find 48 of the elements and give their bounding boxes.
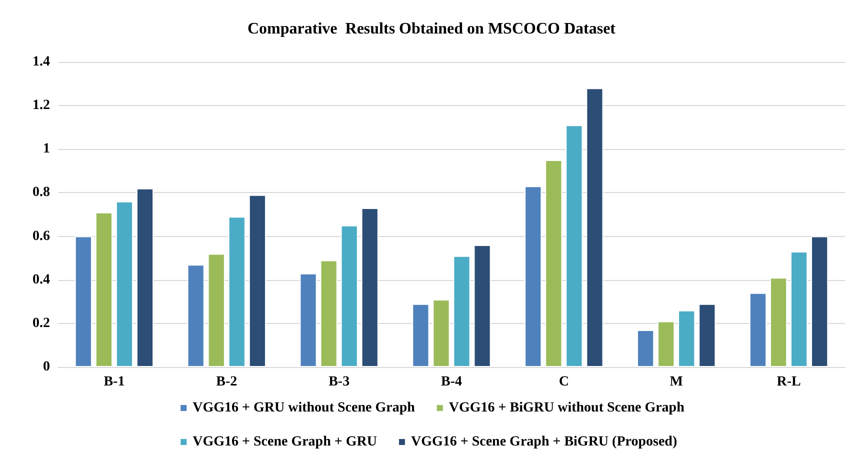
bar [74,236,92,367]
y-tick-label: 0.2 [32,316,50,331]
bar [698,304,716,367]
bar [586,88,604,367]
bar [248,194,266,367]
x-tick-label: C [558,374,569,390]
y-tick-label: 1 [43,142,50,157]
bar [790,252,808,367]
bar [136,188,154,367]
legend-label: VGG16 + Scene Graph + BiGRU (Proposed) [410,434,678,450]
bar [95,212,113,367]
bar [658,321,675,367]
bar [412,304,430,367]
bar [228,216,246,367]
bar [187,264,204,367]
bar [770,278,788,367]
bar [116,201,134,367]
bar [453,256,470,367]
bar [678,310,696,367]
bar [300,273,317,367]
x-tick-label: B-1 [104,374,125,390]
x-tick-label: M [670,374,683,390]
bar [320,260,338,367]
bar [545,160,562,367]
y-tick-label: 0.8 [32,185,50,200]
legend-label: VGG16 + Scene Graph + GRU [192,434,377,450]
bar [474,245,491,367]
y-tick-label: 1.4 [32,54,50,70]
bar [811,236,828,367]
bar [637,330,654,367]
bar [749,292,767,367]
chart-title: Comparative Results Obtained on MSCOCO Dataset [248,20,616,38]
y-tick-label: 1.2 [32,98,50,114]
bar [566,125,583,367]
x-tick-label: R-L [776,374,801,390]
y-tick-label: 0.6 [32,228,50,244]
x-tick-label: B-4 [441,374,462,390]
bar [340,225,358,367]
y-tick-label: 0 [43,360,50,374]
y-tick-label: 0.4 [32,272,50,288]
bar [524,186,542,367]
x-tick-label: B-2 [216,374,238,390]
legend-label: VGG16 + BiGRU without Scene Graph [448,400,685,416]
bar [432,299,450,367]
bar [361,208,378,367]
legend-label: VGG16 + GRU without Scene Graph [192,400,416,416]
x-tick-label: B-3 [328,374,350,390]
bar [208,254,225,367]
